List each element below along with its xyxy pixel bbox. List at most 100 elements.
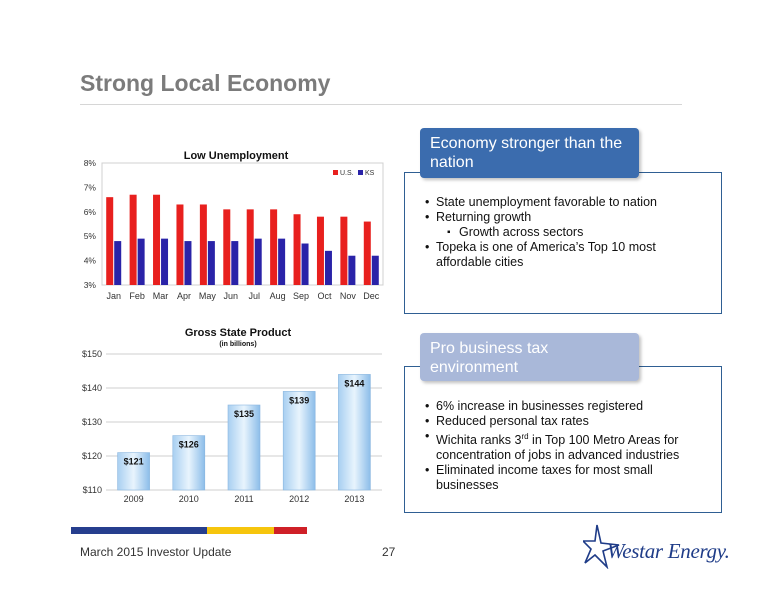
bullet-item: Growth across sectors xyxy=(423,225,713,240)
x-tick-label: 2011 xyxy=(234,494,253,504)
x-tick-label: Dec xyxy=(363,291,380,301)
bar-us-jul xyxy=(246,209,254,285)
bullet-text: in Top 100 Metro Areas for concentration… xyxy=(436,433,680,463)
legend-swatch-us xyxy=(333,170,338,175)
bar-ks-may xyxy=(207,241,215,285)
bar-us-oct xyxy=(316,216,324,285)
bullet-item: 6% increase in businesses registered xyxy=(423,399,713,414)
legend-label: U.S. xyxy=(340,170,354,177)
bar-ks-feb xyxy=(137,238,145,285)
bar-ks-dec xyxy=(371,255,379,285)
tax-panel: 6% increase in businesses registeredRedu… xyxy=(404,366,722,513)
y-tick-label: $150 xyxy=(82,349,102,359)
y-tick-label: 3% xyxy=(84,280,97,290)
footer-bar-red xyxy=(274,527,307,534)
y-tick-label: $110 xyxy=(83,485,102,495)
y-tick-label: $140 xyxy=(82,383,102,393)
bar-ks-apr xyxy=(184,241,192,285)
westar-logo: Westar Energy. xyxy=(583,523,733,571)
gsp-chart-title: Gross State Product xyxy=(185,327,292,339)
star-logo-icon xyxy=(583,524,620,569)
bar-ks-jul xyxy=(254,238,262,285)
page-number: 27 xyxy=(382,545,396,559)
y-tick-label: 4% xyxy=(84,256,97,266)
legend-label: KS xyxy=(365,170,375,177)
bullet-text: Eliminated income taxes for most small b… xyxy=(436,463,653,493)
y-tick-label: 5% xyxy=(84,231,97,241)
x-tick-label: Jun xyxy=(224,291,239,301)
economy-callout: Economy stronger than the nation xyxy=(420,128,639,178)
bar-gsp-2009 xyxy=(117,452,150,491)
bar-gsp-2013 xyxy=(338,374,371,491)
bar-us-mar xyxy=(153,194,161,285)
bar-us-feb xyxy=(129,194,137,285)
bullet-item: State unemployment favorable to nation xyxy=(423,195,713,210)
bar-ks-sep xyxy=(301,243,309,285)
bullet-text: Growth across sectors xyxy=(459,225,584,239)
y-tick-label: 6% xyxy=(84,207,97,217)
data-label: $139 xyxy=(289,395,309,405)
unemployment-chart-title: Low Unemployment xyxy=(184,150,289,162)
bullet-superscript: rd xyxy=(521,432,529,441)
bar-gsp-2010 xyxy=(172,435,206,491)
footer-text: March 2015 Investor Update xyxy=(80,545,232,559)
unemployment-chart: Low Unemployment 3% 4% 5% 6% 7% 8% Jan Feb Mar Ap… xyxy=(84,150,384,301)
x-tick-label: Apr xyxy=(177,291,191,301)
bullet-item: Reduced personal tax rates xyxy=(423,414,713,429)
bullet-item: Wichita ranks 3rd in Top 100 Metro Areas… xyxy=(423,429,713,463)
footer-bar-blue xyxy=(71,527,207,534)
data-label: $135 xyxy=(234,409,254,419)
bullet-item: Returning growth xyxy=(423,210,713,225)
x-tick-label: Mar xyxy=(153,291,169,301)
tax-callout: Pro business tax environment xyxy=(420,333,639,381)
y-tick-label: $130 xyxy=(82,417,102,427)
y-tick-label: 7% xyxy=(84,182,97,192)
y-tick-label: 8% xyxy=(84,158,97,168)
bullet-text: State unemployment favorable to nation xyxy=(436,195,657,209)
bar-gsp-2011 xyxy=(227,404,261,491)
bullet-text: Reduced personal tax rates xyxy=(436,414,589,428)
bar-us-aug xyxy=(270,209,278,285)
unemployment-plot-frame xyxy=(101,162,384,286)
bar-ks-mar xyxy=(161,238,169,285)
economy-panel: State unemployment favorable to nationRe… xyxy=(404,172,722,314)
x-tick-label: May xyxy=(199,291,217,301)
x-tick-label: Jan xyxy=(106,291,121,301)
bullet-text: Wichita ranks 3 xyxy=(436,433,522,448)
bar-ks-aug xyxy=(278,238,286,285)
x-tick-label: Jul xyxy=(248,291,260,301)
data-label: $121 xyxy=(124,457,144,467)
x-tick-label: Feb xyxy=(129,291,145,301)
gsp-chart-subtitle: (in billions) xyxy=(219,341,256,348)
bar-ks-jun xyxy=(231,241,239,285)
bar-us-nov xyxy=(340,216,348,285)
footer-bar-yellow xyxy=(207,527,274,534)
bar-us-jan xyxy=(106,197,114,285)
bar-ks-nov xyxy=(348,255,356,285)
bar-us-apr xyxy=(176,204,184,285)
bar-us-jun xyxy=(223,209,231,285)
bullet-text: Returning growth xyxy=(436,210,532,224)
x-tick-label: Sep xyxy=(293,291,309,301)
logo-wordmark: Westar Energy. xyxy=(607,539,730,563)
bullet-item: Eliminated income taxes for most small b… xyxy=(423,463,713,493)
bullet-text: Topeka is one of America’s Top 10 most a… xyxy=(436,240,656,269)
x-tick-label: Aug xyxy=(270,291,286,301)
data-label: $144 xyxy=(344,378,364,388)
title-divider xyxy=(80,104,682,105)
x-tick-label: Nov xyxy=(340,291,357,301)
x-tick-label: Oct xyxy=(317,291,332,301)
bullet-text: 6% increase in businesses registered xyxy=(436,399,644,413)
x-tick-label: 2010 xyxy=(179,494,199,504)
data-label: $126 xyxy=(179,440,199,450)
bar-ks-oct xyxy=(324,250,332,285)
bar-us-sep xyxy=(293,214,301,285)
legend-swatch-ks xyxy=(358,170,363,175)
bar-gsp-2012 xyxy=(282,391,316,491)
economy-bullet-list: State unemployment favorable to nationRe… xyxy=(423,195,713,270)
x-tick-label: 2012 xyxy=(289,494,309,504)
tax-bullet-list: 6% increase in businesses registeredRedu… xyxy=(423,399,713,493)
page-title: Strong Local Economy xyxy=(80,70,331,96)
bar-ks-jan xyxy=(114,241,122,285)
x-tick-label: 2009 xyxy=(124,494,144,504)
